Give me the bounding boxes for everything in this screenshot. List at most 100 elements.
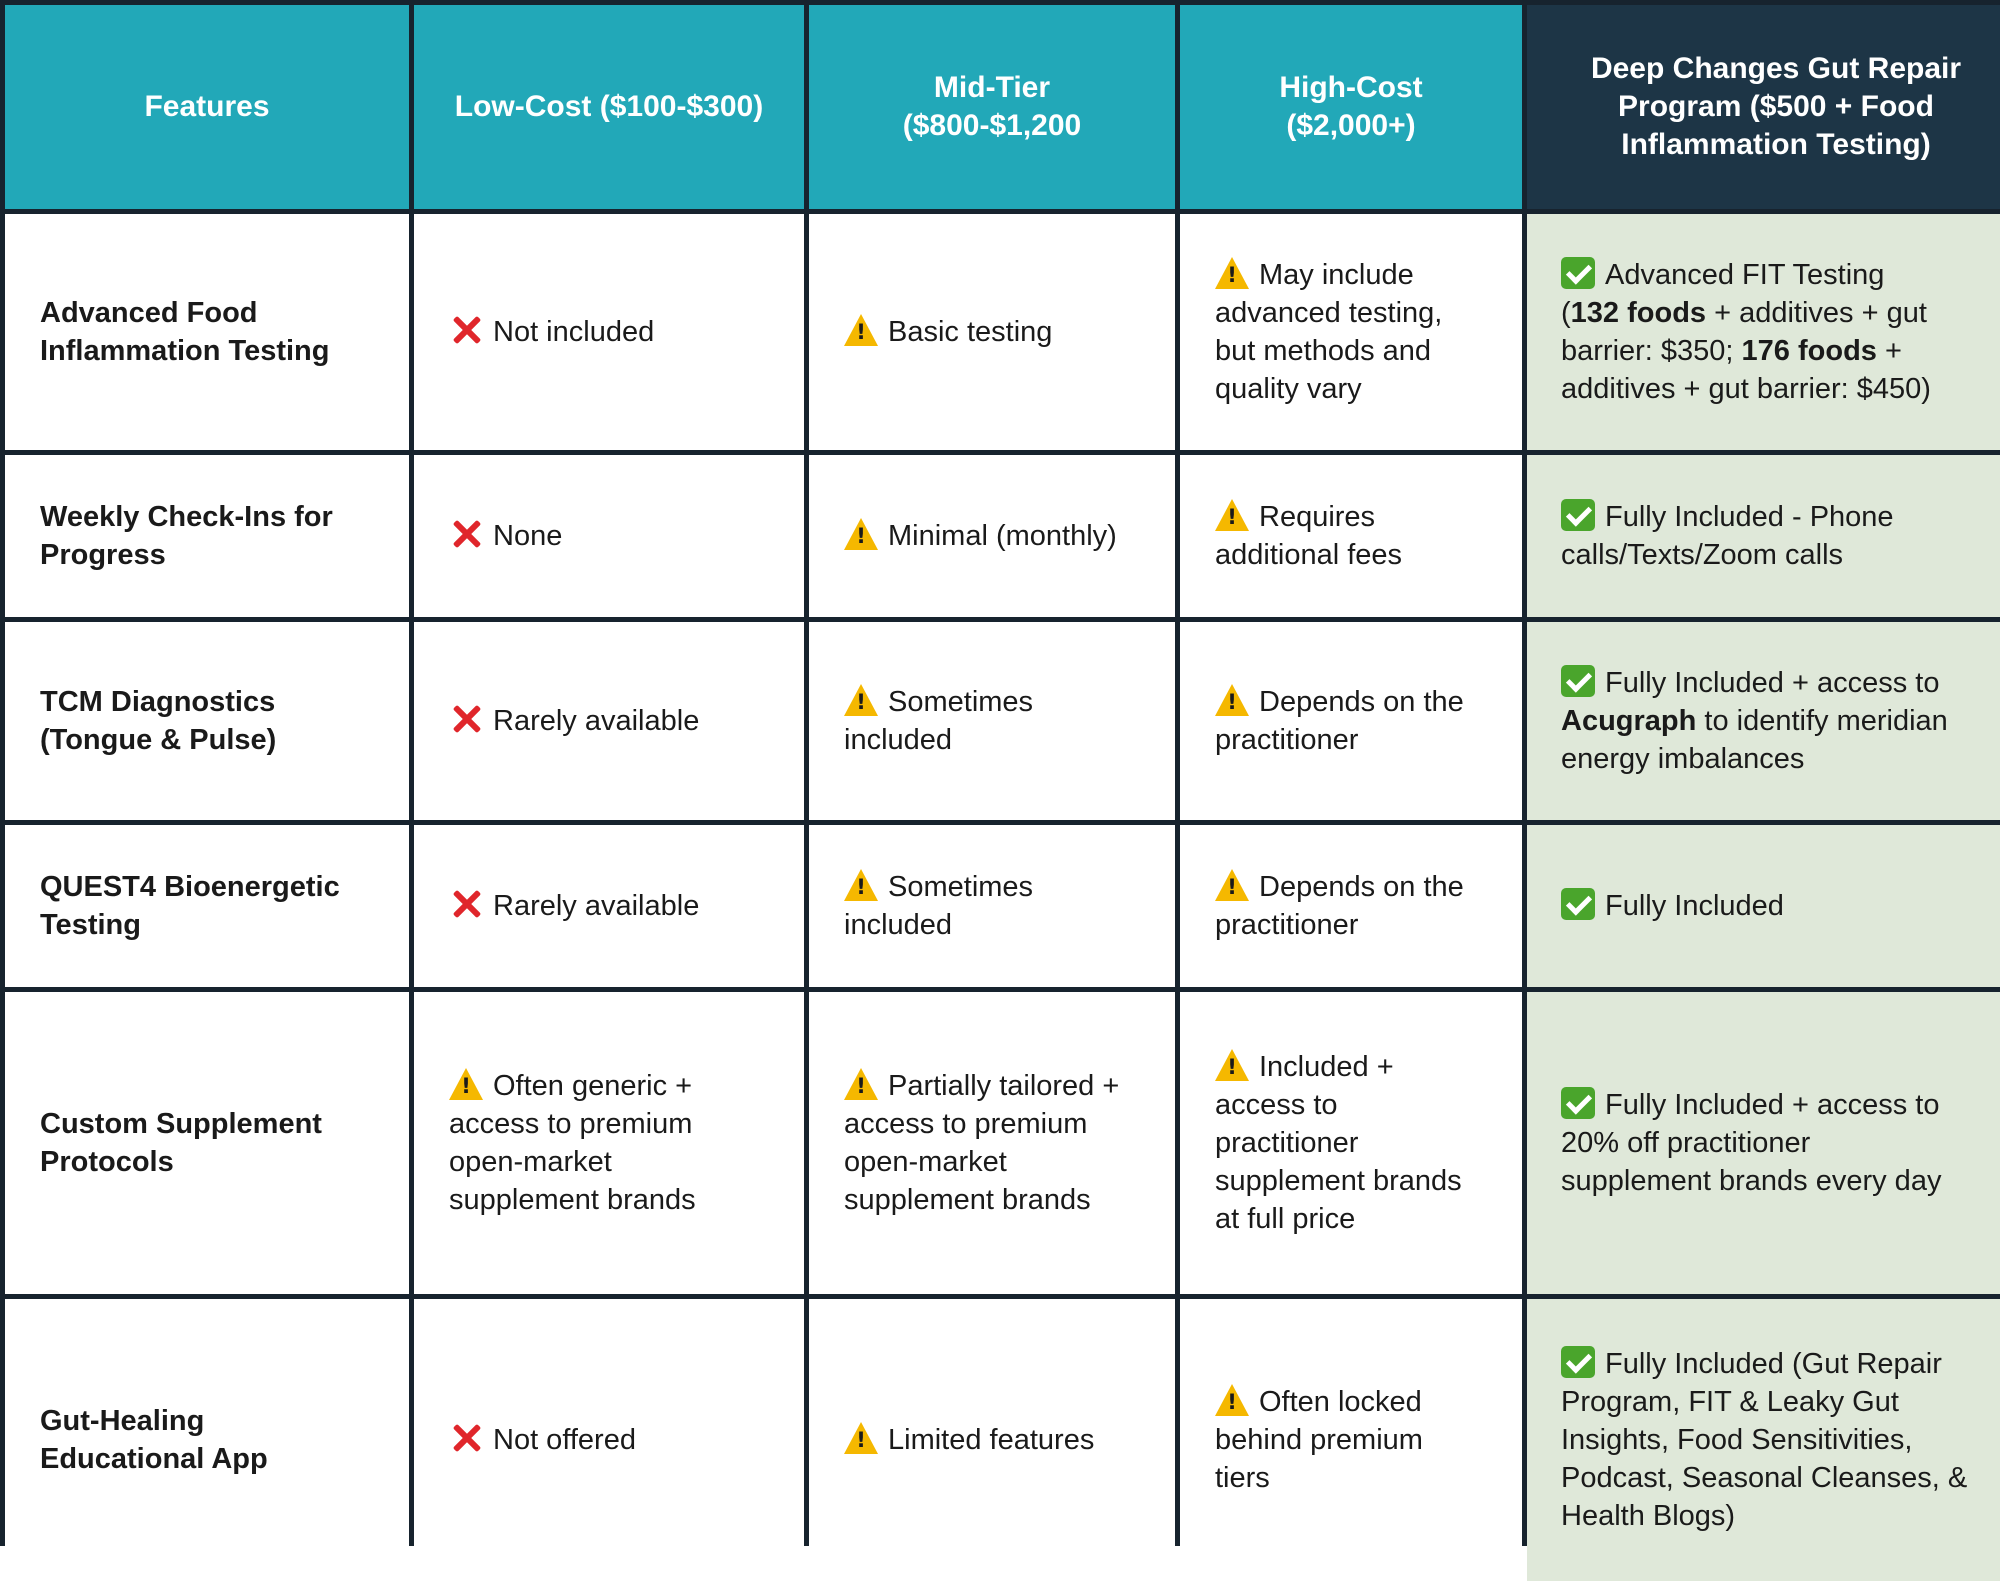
cell-text-line: May include xyxy=(1259,259,1414,291)
cell-text-line: Podcast, Seasonal Cleanses, & xyxy=(1561,1462,1968,1494)
cell-text-fragment: ( xyxy=(1561,297,1571,329)
cell-text-line: Health Blogs) xyxy=(1561,1500,1736,1532)
warning-icon xyxy=(844,1422,878,1454)
warning-icon xyxy=(1215,1384,1249,1416)
warning-icon xyxy=(844,1068,878,1100)
cross-mark-icon xyxy=(449,703,483,735)
check-mark-icon xyxy=(1561,499,1595,531)
cell-text-fragment: to identify meridian xyxy=(1696,705,1948,737)
cell-text-line: access to xyxy=(1215,1089,1338,1121)
warning-icon xyxy=(1215,499,1249,531)
feature-cell: TCM Diagnostics (Tongue & Pulse) xyxy=(5,622,409,820)
low-cost-cell: Not included xyxy=(414,214,804,450)
check-mark-icon xyxy=(1561,665,1595,697)
cell-text-fragment: barrier: $350; xyxy=(1561,335,1742,367)
cell-text: Basic testing xyxy=(888,316,1053,348)
cell-text: Rarely available xyxy=(493,890,700,922)
cross-mark-icon xyxy=(449,314,483,346)
bold-food-count: 176 foods xyxy=(1741,335,1877,367)
feature-name-line: Testing xyxy=(40,909,141,941)
program-cell: Fully Included - Phone calls/Texts/Zoom … xyxy=(1527,455,2000,617)
cell-text-line: supplement brands xyxy=(1215,1165,1462,1197)
feature-cell: Advanced Food Inflammation Testing xyxy=(5,214,409,450)
program-cell: Fully Included xyxy=(1527,825,2000,987)
header-program-line: Program ($500 + Food xyxy=(1618,90,1934,123)
cell-text-line: open-market xyxy=(449,1146,612,1178)
cell-text-line: Included + xyxy=(1259,1051,1394,1083)
header-low-cost-label: Low-Cost ($100-$300) xyxy=(454,90,764,123)
cell-text: Not offered xyxy=(493,1424,636,1456)
bold-acugraph: Acugraph xyxy=(1561,705,1697,737)
high-cost-cell: May include advanced testing, but method… xyxy=(1180,214,1522,450)
cell-text-fragment: + xyxy=(1876,335,1902,367)
header-high-cost-line: ($2,000+) xyxy=(1286,109,1416,142)
cell-text-line: quality vary xyxy=(1215,373,1362,405)
feature-name-line: Gut-Healing xyxy=(40,1405,205,1437)
header-program: Deep Changes Gut Repair Program ($500 + … xyxy=(1527,5,2000,209)
cell-text-line: tiers xyxy=(1215,1462,1270,1494)
feature-cell: QUEST4 Bioenergetic Testing xyxy=(5,825,409,987)
cell-text-line: Depends on the xyxy=(1259,871,1464,903)
warning-icon xyxy=(1215,869,1249,901)
feature-name-line: Advanced Food xyxy=(40,297,258,329)
mid-tier-cell: Sometimes included xyxy=(809,825,1175,987)
feature-name-line: Custom Supplement xyxy=(40,1108,322,1140)
feature-cell: Weekly Check-Ins for Progress xyxy=(5,455,409,617)
cell-text-line: included xyxy=(844,909,953,941)
warning-icon xyxy=(844,684,878,716)
cell-text-line: supplement brands every day xyxy=(1561,1165,1942,1197)
feature-name-line: Progress xyxy=(40,539,166,571)
feature-name-line: TCM Diagnostics xyxy=(40,686,276,718)
header-mid-tier-line: Mid-Tier xyxy=(933,71,1051,104)
warning-icon xyxy=(1215,684,1249,716)
cell-text-line: Sometimes xyxy=(888,871,1034,903)
feature-cell: Custom Supplement Protocols xyxy=(5,992,409,1294)
feature-name-line: Weekly Check-Ins for xyxy=(40,501,333,533)
feature-name-line: QUEST4 Bioenergetic xyxy=(40,871,340,903)
cell-text: Limited features xyxy=(888,1424,1095,1456)
cell-text-line: additional fees xyxy=(1215,539,1403,571)
cell-text-line: access to premium xyxy=(844,1108,1088,1140)
warning-icon xyxy=(844,518,878,550)
header-mid-tier-line: ($800-$1,200 xyxy=(902,109,1082,142)
cell-text-line: Often generic + xyxy=(493,1070,693,1102)
cell-text-line: energy imbalances xyxy=(1561,743,1805,775)
cell-text-line: Fully Included - Phone xyxy=(1605,501,1894,533)
cell-text-line: 20% off practitioner xyxy=(1561,1127,1811,1159)
high-cost-cell: Requires additional fees xyxy=(1180,455,1522,617)
warning-icon xyxy=(449,1068,483,1100)
cell-text-line: practitioner xyxy=(1215,1127,1359,1159)
cross-mark-icon xyxy=(449,1422,483,1454)
program-cell: Advanced FIT Testing (132 foods + additi… xyxy=(1527,214,2000,450)
feature-cell: Gut-Healing Educational App xyxy=(5,1299,409,1581)
cell-text-line: supplement brands xyxy=(844,1184,1091,1216)
mid-tier-cell: Partially tailored + access to premium o… xyxy=(809,992,1175,1294)
feature-name-line: Protocols xyxy=(40,1146,174,1178)
program-cell: Fully Included + access to Acugraph to i… xyxy=(1527,622,2000,820)
high-cost-cell: Depends on the practitioner xyxy=(1180,622,1522,820)
cell-text: Rarely available xyxy=(493,705,700,737)
cell-text-line: supplement brands xyxy=(449,1184,696,1216)
check-mark-icon xyxy=(1561,1346,1595,1378)
header-program-line: Deep Changes Gut Repair xyxy=(1590,52,1962,85)
high-cost-cell: Depends on the practitioner xyxy=(1180,825,1522,987)
low-cost-cell: Rarely available xyxy=(414,622,804,820)
mid-tier-cell: Sometimes included xyxy=(809,622,1175,820)
header-high-cost: High-Cost ($2,000+) xyxy=(1180,5,1522,209)
cell-text: Minimal (monthly) xyxy=(888,520,1117,552)
cell-text-line: practitioner xyxy=(1215,909,1359,941)
cell-text-line: Sometimes xyxy=(888,686,1034,718)
cell-text-line: Partially tailored + xyxy=(888,1070,1120,1102)
feature-name-line: (Tongue & Pulse) xyxy=(40,724,277,756)
mid-tier-cell: Limited features xyxy=(809,1299,1175,1581)
warning-icon xyxy=(844,869,878,901)
header-high-cost-line: High-Cost xyxy=(1279,71,1423,104)
mid-tier-cell: Basic testing xyxy=(809,214,1175,450)
cell-text: Not included xyxy=(493,316,655,348)
cell-text-line: open-market xyxy=(844,1146,1007,1178)
cell-text-line: but methods and xyxy=(1215,335,1432,367)
cell-text-line: Fully Included + access to xyxy=(1605,1089,1940,1121)
program-cell: Fully Included + access to 20% off pract… xyxy=(1527,992,2000,1294)
high-cost-cell: Often locked behind premium tiers xyxy=(1180,1299,1522,1581)
cell-text: Fully Included xyxy=(1605,890,1784,922)
